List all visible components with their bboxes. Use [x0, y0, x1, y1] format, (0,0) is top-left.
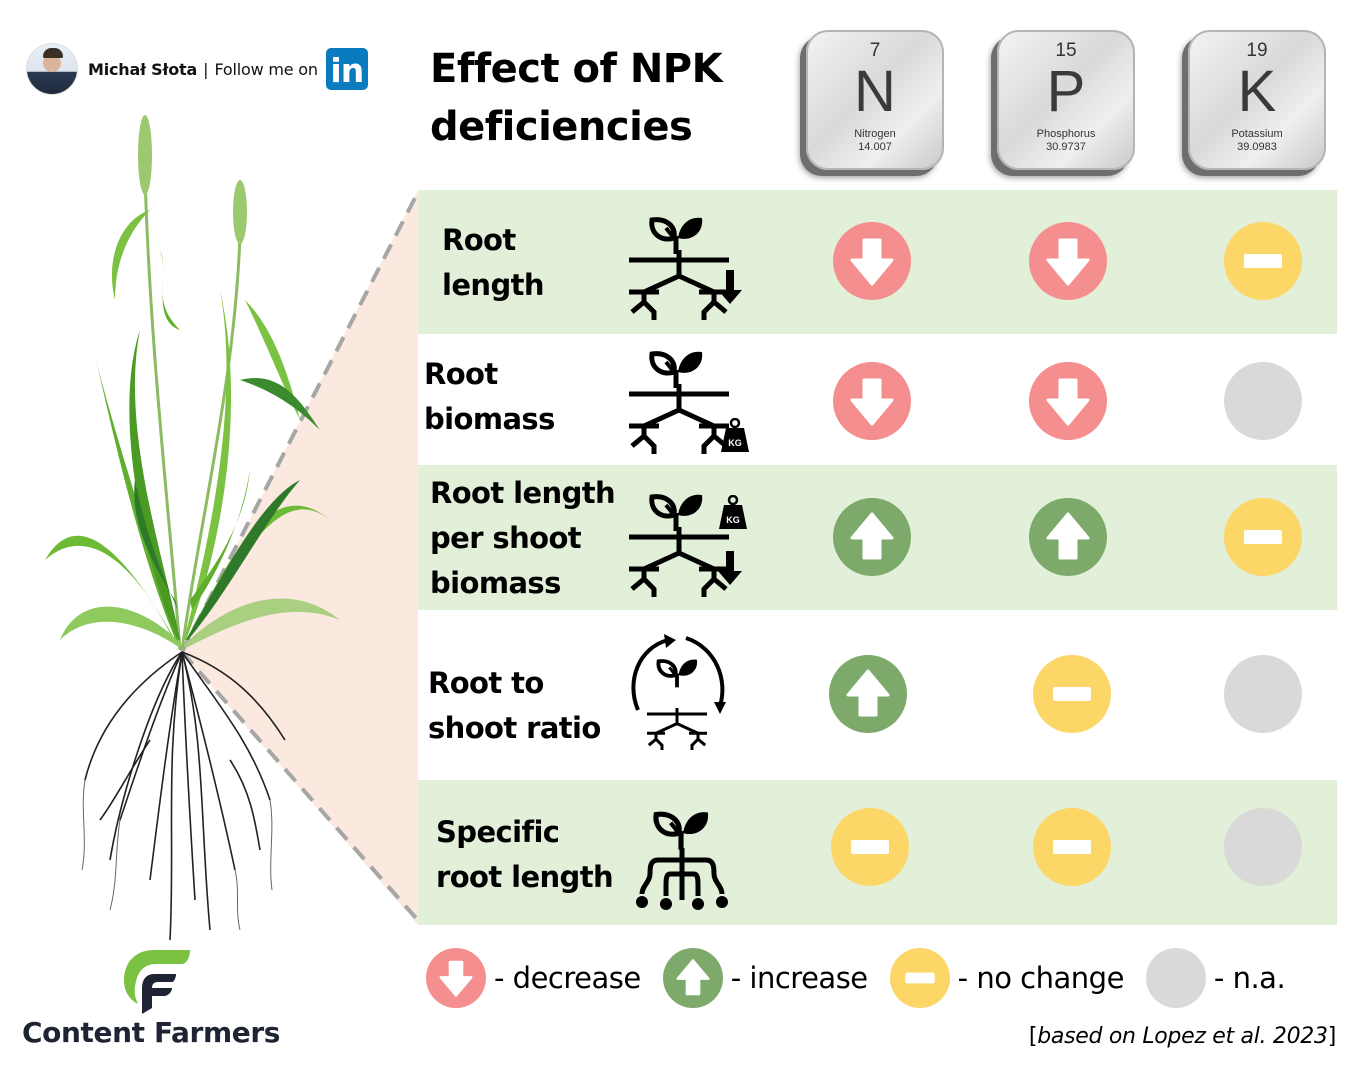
table-row-root-length-per-shoot-biomass: Root length per shoot biomass: [418, 465, 1337, 610]
legend-increase-label: - increase: [730, 961, 868, 995]
no-change-icon: [1224, 222, 1302, 300]
cell-nitrogen: [831, 808, 911, 888]
no-change-icon: [831, 808, 909, 886]
atomic-number: 7: [869, 40, 881, 61]
cell-phosphorus: [1033, 808, 1113, 888]
brand-name: Content Farmers: [22, 1016, 280, 1049]
decrease-icon: [833, 222, 911, 300]
increase-icon: [1029, 498, 1107, 576]
cell-nitrogen: [833, 362, 913, 442]
wheat-plant-illustration: [45, 115, 340, 941]
cell-potassium: [1224, 222, 1304, 302]
title-line-1: Effect of NPK: [430, 46, 723, 92]
element-name: Potassium: [1231, 128, 1283, 140]
row-label: Specific root length: [436, 815, 614, 894]
citation: [based on Lopez et al. 2023]: [1028, 1024, 1336, 1049]
root-shoot-ratio-cycle-icon: [631, 634, 726, 766]
legend-decrease-icon: [426, 948, 486, 1008]
legend-decrease-label: - decrease: [494, 961, 641, 995]
decrease-icon: [1029, 222, 1107, 300]
root-length-per-shoot-biomass-icon: [624, 489, 748, 599]
element-tile-potassium: 19 K Potassium 39.0983: [1188, 30, 1326, 170]
no-change-icon: [1033, 808, 1111, 886]
specific-root-length-icon: [636, 808, 728, 910]
decrease-icon: [833, 362, 911, 440]
cell-potassium: [1224, 498, 1304, 578]
element-symbol: P: [1046, 59, 1086, 124]
content-farmers-logo-icon: [124, 950, 190, 1014]
decrease-icon: [1029, 362, 1107, 440]
atomic-number: 19: [1246, 40, 1268, 61]
author-separator: |: [203, 59, 209, 79]
element-symbol: N: [854, 59, 896, 124]
effects-table: Root length Root biomass: [418, 190, 1337, 925]
root-biomass-weight-icon: [624, 348, 750, 456]
element-tile-phosphorus: 15 P Phosphorus 30.9737: [997, 30, 1135, 170]
legend-increase-icon: [662, 948, 723, 1008]
table-row-root-to-shoot-ratio: Root to shoot ratio: [418, 610, 1337, 780]
cell-phosphorus: [1029, 498, 1109, 578]
cell-phosphorus: [1029, 222, 1109, 302]
title-line-2: deficiencies: [430, 104, 693, 150]
atomic-weight: 39.0983: [1237, 141, 1277, 153]
element-tile-nitrogen: 7 N Nitrogen 14.007: [806, 30, 944, 170]
author-header: Michał Słota | Follow me on in: [26, 42, 368, 96]
not-available-icon: [1224, 655, 1302, 733]
root-length-decrease-icon: [624, 214, 742, 322]
row-label: Root length per shoot biomass: [430, 476, 616, 600]
cell-potassium: [1224, 655, 1304, 735]
author-avatar: [26, 43, 78, 95]
cell-potassium: [1224, 362, 1304, 442]
cell-nitrogen: [829, 655, 909, 735]
row-label: Root biomass: [424, 357, 555, 436]
element-name: Nitrogen: [854, 128, 896, 140]
element-symbol: K: [1237, 59, 1277, 124]
cell-phosphorus: [1033, 655, 1113, 735]
element-name: Phosphorus: [1036, 128, 1096, 140]
cell-potassium: [1224, 808, 1304, 888]
increase-icon: [833, 498, 911, 576]
row-label: Root length: [442, 223, 545, 302]
no-change-icon: [1033, 655, 1111, 733]
table-row-root-biomass: Root biomass: [418, 334, 1337, 465]
cell-nitrogen: [833, 498, 913, 578]
legend: - decrease - increase - no change - n.a.: [426, 948, 1286, 1008]
table-row-specific-root-length: Specific root length: [418, 780, 1337, 925]
atomic-number: 15: [1055, 40, 1077, 61]
table-row-root-length: Root length: [418, 190, 1337, 334]
not-available-icon: [1224, 362, 1302, 440]
follow-text: Follow me on: [214, 59, 318, 79]
cell-nitrogen: [833, 222, 913, 302]
citation-text: based on Lopez et al. 2023: [1037, 1024, 1328, 1049]
legend-no-change-icon: [889, 948, 950, 1008]
cell-phosphorus: [1029, 362, 1109, 442]
row-label: Root to shoot ratio: [428, 666, 601, 745]
legend-na-label: - n.a.: [1213, 961, 1286, 995]
atomic-weight: 14.007: [858, 141, 892, 153]
page-title: Effect of NPK deficiencies: [430, 40, 723, 156]
author-name: Michał Słota: [88, 59, 198, 79]
linkedin-icon[interactable]: in: [325, 48, 368, 90]
increase-icon: [829, 655, 907, 733]
no-change-icon: [1224, 498, 1302, 576]
not-available-icon: [1224, 808, 1302, 886]
legend-na-icon: [1145, 948, 1206, 1008]
atomic-weight: 30.9737: [1046, 141, 1086, 153]
legend-no-change-label: - no change: [957, 961, 1125, 995]
